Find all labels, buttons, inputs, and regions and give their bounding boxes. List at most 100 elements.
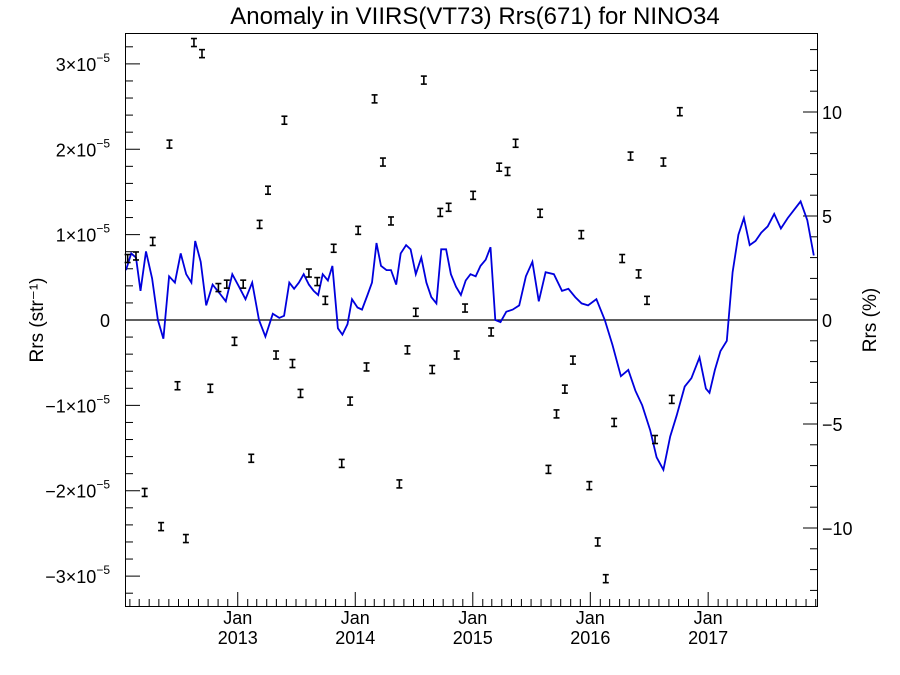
y-right-tick-label: 10 bbox=[822, 103, 842, 123]
error-bar-point bbox=[330, 243, 337, 254]
error-bar-point bbox=[635, 269, 642, 279]
y-right-tick-label: −5 bbox=[822, 415, 843, 435]
error-bar-point bbox=[223, 279, 230, 289]
error-bar-point bbox=[158, 521, 165, 532]
error-bar-point bbox=[371, 94, 378, 104]
y-left-tick-mantissa: −3×10 bbox=[45, 567, 96, 587]
y-left-tick-mantissa: 3×10 bbox=[56, 55, 97, 75]
y-left-tick-label: −1×10−5 bbox=[45, 392, 110, 416]
error-bar-point bbox=[437, 207, 444, 218]
error-bar-point bbox=[660, 157, 667, 167]
error-bar-point bbox=[166, 139, 173, 149]
error-bar-point bbox=[420, 75, 427, 85]
y-right-tick-label: −10 bbox=[822, 519, 853, 539]
chart-title: Anomaly in VIIRS(VT73) Rrs(671) for NINO… bbox=[230, 3, 719, 30]
error-bar-point bbox=[545, 464, 552, 475]
error-bar-point bbox=[215, 282, 222, 293]
y-left-tick-mantissa: 1×10 bbox=[56, 226, 97, 246]
y-axis-left-label: Rrs (str⁻¹) bbox=[27, 278, 48, 363]
x-tick-year: 2014 bbox=[335, 628, 375, 648]
error-bar-point bbox=[190, 37, 197, 48]
x-tick-year: 2017 bbox=[688, 628, 728, 648]
error-bar-point bbox=[174, 380, 181, 391]
error-bar-point bbox=[363, 362, 370, 372]
error-bar-point bbox=[355, 225, 362, 236]
y-right-tick-label: 0 bbox=[822, 311, 832, 331]
error-bar-point bbox=[578, 229, 585, 240]
y-left-tick-label: 0 bbox=[100, 311, 110, 331]
error-bar-point bbox=[602, 573, 609, 584]
error-bar-point bbox=[322, 295, 329, 306]
error-bar-point bbox=[256, 219, 263, 230]
error-bar-point bbox=[537, 208, 544, 219]
x-tick-month: Jan bbox=[694, 608, 723, 628]
plot-area bbox=[124, 37, 815, 584]
error-bar-point bbox=[470, 190, 477, 201]
y-left-tick-mantissa: −1×10 bbox=[45, 396, 96, 416]
x-tick-year: 2016 bbox=[570, 628, 610, 648]
error-bar-point bbox=[132, 251, 139, 261]
error-bar-point bbox=[141, 487, 148, 498]
error-bar-point bbox=[240, 279, 247, 289]
error-bar-point bbox=[412, 307, 419, 318]
error-bar-point bbox=[264, 185, 271, 196]
x-tick-month: Jan bbox=[458, 608, 487, 628]
error-bar-point bbox=[404, 345, 411, 355]
y-left-tick-mantissa: 2×10 bbox=[56, 140, 97, 160]
x-tick-month: Jan bbox=[576, 608, 605, 628]
error-bar-point bbox=[396, 479, 403, 489]
error-bar-point bbox=[652, 434, 659, 445]
error-bar-point bbox=[198, 48, 205, 59]
error-bar-point bbox=[379, 157, 386, 167]
y-left-tick-label: 3×10−5 bbox=[56, 51, 111, 75]
error-bar-point bbox=[429, 364, 436, 375]
error-bar-point bbox=[553, 409, 560, 419]
error-bar-point bbox=[586, 480, 593, 491]
error-bar-point bbox=[231, 336, 238, 347]
x-tick-month: Jan bbox=[341, 608, 370, 628]
error-bar-point bbox=[594, 537, 601, 547]
error-bar-point bbox=[488, 327, 495, 337]
error-bar-point bbox=[248, 453, 255, 464]
y-left-tick-mantissa: 0 bbox=[100, 311, 110, 331]
error-bar-point bbox=[643, 295, 650, 306]
error-bar-point bbox=[676, 106, 683, 117]
y-left-tick-label: −2×10−5 bbox=[45, 478, 110, 502]
y-left-tick-exponent: −5 bbox=[96, 51, 110, 65]
error-bar-point bbox=[281, 115, 288, 126]
error-bar-point bbox=[619, 253, 626, 264]
error-bar-point bbox=[314, 276, 321, 287]
error-bar-point bbox=[347, 396, 354, 406]
plot-frame bbox=[125, 33, 818, 607]
error-bar-point bbox=[462, 303, 469, 313]
error-bar-point bbox=[338, 458, 345, 469]
y-left-tick-exponent: −5 bbox=[96, 478, 110, 492]
y-left-tick-label: 2×10−5 bbox=[56, 136, 111, 160]
error-bar-point bbox=[445, 202, 452, 213]
error-bar-point bbox=[627, 151, 634, 161]
y-axis-right-label: Rrs (%) bbox=[860, 288, 881, 352]
y-left-tick-label: −3×10−5 bbox=[45, 563, 110, 587]
error-bar-point bbox=[512, 138, 519, 149]
error-bar-point bbox=[182, 533, 189, 544]
y-left-tick-exponent: −5 bbox=[96, 392, 110, 406]
error-bar-point bbox=[273, 350, 280, 360]
error-bar-point bbox=[305, 268, 312, 278]
error-bar-point bbox=[496, 162, 503, 172]
error-bar-point bbox=[149, 236, 156, 247]
error-bar-point bbox=[611, 417, 618, 428]
error-bar-point bbox=[289, 358, 296, 369]
series-line-rrs-percent bbox=[125, 199, 815, 473]
y-left-tick-mantissa: −2×10 bbox=[45, 482, 96, 502]
x-tick-year: 2013 bbox=[218, 628, 258, 648]
x-tick-month: Jan bbox=[223, 608, 252, 628]
error-bar-point bbox=[561, 384, 568, 394]
error-bar-point bbox=[453, 350, 460, 360]
y-left-tick-exponent: −5 bbox=[96, 136, 110, 150]
y-left-tick-exponent: −5 bbox=[96, 222, 110, 236]
y-left-tick-exponent: −5 bbox=[96, 563, 110, 577]
x-tick-year: 2015 bbox=[453, 628, 493, 648]
error-bar-point bbox=[388, 216, 395, 226]
y-left-tick-label: 1×10−5 bbox=[56, 222, 111, 246]
